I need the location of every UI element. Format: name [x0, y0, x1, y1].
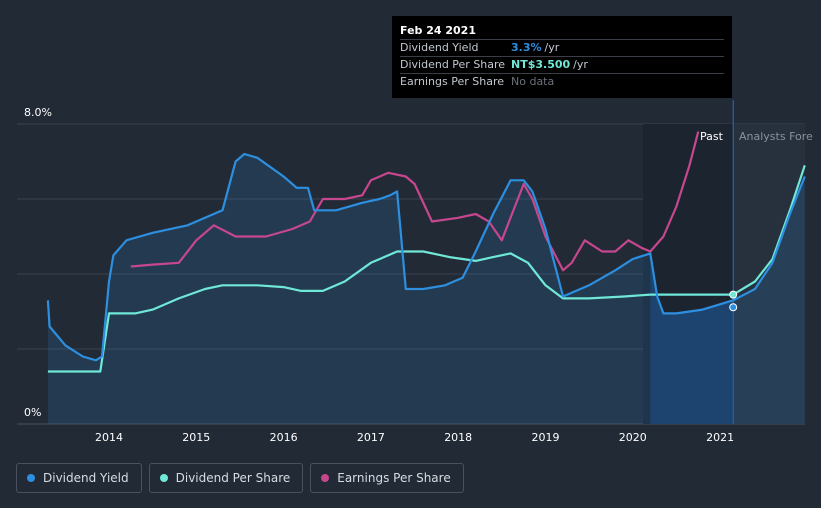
axes: 8.0% 0% Past Analysts Fore [24, 106, 813, 419]
highlight-markers [729, 290, 738, 312]
y-axis-bottom-label: 0% [24, 406, 41, 419]
legend-label: Dividend Yield [43, 471, 129, 485]
x-tick-label: 2016 [270, 431, 298, 444]
tooltip-row-value: 3.3% [511, 41, 542, 54]
dividend-per-share-marker [729, 290, 738, 299]
x-tick-label: 2014 [95, 431, 123, 444]
chart-tooltip: Feb 24 2021 Dividend Yield 3.3% /yr Divi… [392, 16, 732, 98]
dividend-yield-marker [729, 303, 738, 312]
chart-legend: Dividend Yield Dividend Per Share Earnin… [16, 463, 471, 493]
y-axis-top-label: 8.0% [24, 106, 52, 119]
series-lines [46, 131, 806, 373]
earnings-per-share-line [130, 131, 700, 272]
tooltip-row-unit: /yr [544, 41, 560, 54]
tooltip-row-name: Earnings Per Share [400, 75, 505, 88]
tooltip-row-value: No data [511, 75, 555, 88]
x-tick-label: 2021 [706, 431, 734, 444]
forecast-region-shade [733, 124, 805, 424]
x-axis-ticks: 2014 2015 2016 2017 2018 2019 2020 2021 [95, 431, 734, 444]
forecast-region-label: Analysts Fore [739, 130, 813, 143]
x-tick-label: 2015 [182, 431, 210, 444]
tooltip-row-dividend-yield: Dividend Yield 3.3% /yr [400, 39, 724, 56]
legend-label: Earnings Per Share [337, 471, 451, 485]
x-tick-label: 2020 [619, 431, 647, 444]
tooltip-row-name: Dividend Per Share [400, 58, 506, 71]
tooltip-row-dividend-per-share: Dividend Per Share NT$3.500 /yr [400, 56, 724, 73]
x-tick-label: 2017 [357, 431, 385, 444]
highlight-area-fill [650, 253, 734, 424]
legend-label: Dividend Per Share [175, 471, 291, 485]
past-region-label: Past [700, 130, 724, 143]
x-tick-label: 2019 [532, 431, 560, 444]
x-tick-label: 2018 [444, 431, 472, 444]
tooltip-row-value: NT$3.500 [511, 58, 571, 71]
legend-dot-icon [27, 474, 35, 482]
legend-dot-icon [321, 474, 330, 482]
legend-item-dividend-yield[interactable]: Dividend Yield [16, 463, 142, 493]
tooltip-date: Feb 24 2021 [400, 24, 476, 37]
tooltip-row-earnings-per-share: Earnings Per Share No data [400, 73, 724, 90]
legend-dot-icon [159, 474, 168, 482]
tooltip-row-unit: /yr [573, 58, 588, 71]
legend-item-dividend-per-share[interactable]: Dividend Per Share [148, 463, 304, 493]
legend-item-earnings-per-share[interactable]: Earnings Per Share [310, 463, 464, 493]
dividend-yield-line [46, 152, 806, 362]
tooltip-row-name: Dividend Yield [400, 41, 479, 54]
dividend-per-share-line [47, 164, 806, 373]
